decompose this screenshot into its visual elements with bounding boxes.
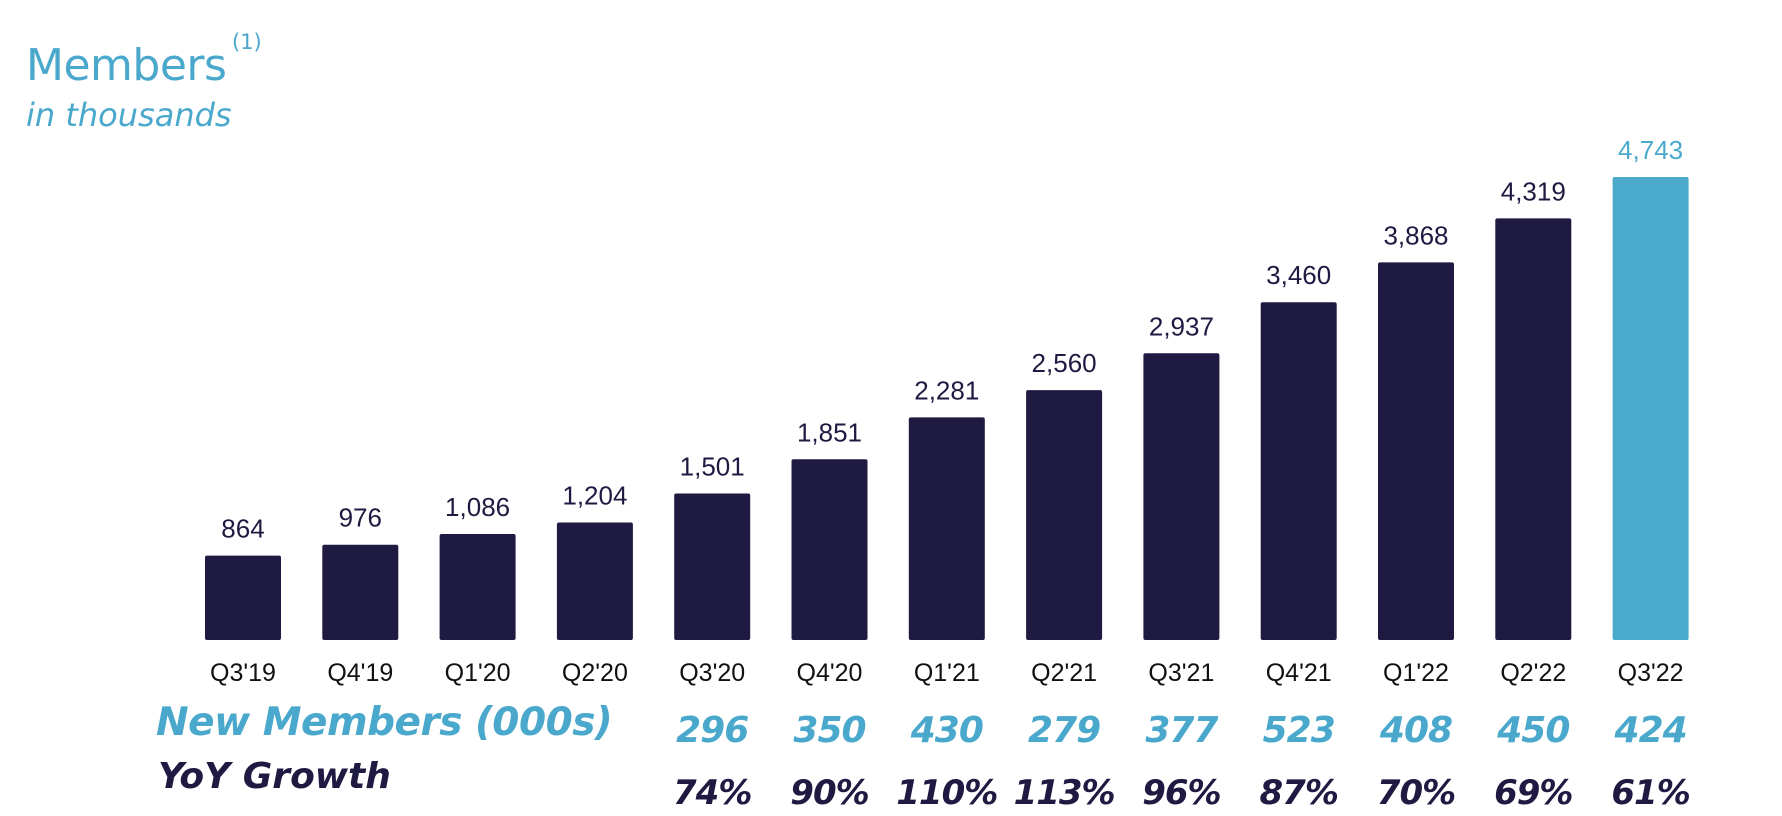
new-members-row-label: New Members (000s) <box>156 700 613 745</box>
yoy-growth-row-label: YoY Growth <box>158 756 391 797</box>
x-tick-label: Q4'20 <box>797 659 863 687</box>
new-members-row: 296 350 430 279 377 523 408 450 424 <box>676 710 1688 751</box>
bar-Q3'21 <box>1143 353 1220 640</box>
new-members-value: 377 <box>1145 710 1218 751</box>
x-tick-label: Q1'21 <box>914 659 980 687</box>
new-members-value: 279 <box>1028 710 1100 751</box>
yoy-growth-value: 87% <box>1260 773 1338 813</box>
bar-value-label: 2,937 <box>1149 311 1214 341</box>
chart-title: Members <box>26 40 227 91</box>
bar-Q4'20 <box>791 459 868 640</box>
bar-value-label: 1,501 <box>680 451 745 481</box>
bar-value-label: 1,851 <box>797 417 862 447</box>
value-labels-layer: 864 976 1,086 1,204 1,501 1,851 2,281 2,560 2,93… <box>221 135 1683 544</box>
bar-value-label: 4,743 <box>1618 135 1683 165</box>
yoy-growth-value: 69% <box>1494 773 1572 813</box>
bar-value-label: 976 <box>339 503 382 533</box>
bar-value-label: 1,086 <box>445 492 510 522</box>
new-members-value: 408 <box>1379 710 1452 751</box>
chart-title-footnote-marker: (1) <box>232 30 262 54</box>
bar-value-label: 4,319 <box>1501 176 1566 206</box>
new-members-value: 424 <box>1614 710 1687 751</box>
yoy-growth-row: 74% 90% 110% 113% 96% 87% 70% 69% 61% <box>673 773 1691 813</box>
bar-Q2'22 <box>1495 218 1572 640</box>
yoy-growth-value: 110% <box>896 773 997 813</box>
x-tick-label: Q3'22 <box>1618 659 1684 687</box>
chart-subtitle: in thousands <box>26 96 232 134</box>
bar-Q3'22 <box>1612 177 1689 640</box>
bar-Q2'21 <box>1026 390 1103 640</box>
x-tick-label: Q1'22 <box>1383 659 1449 687</box>
bar-Q3'19 <box>205 555 281 640</box>
bar-Q4'21 <box>1260 302 1337 640</box>
bar-value-label: 1,204 <box>562 480 627 510</box>
x-tick-label: Q3'21 <box>1148 659 1214 687</box>
bar-Q4'19 <box>322 544 399 640</box>
yoy-growth-value: 113% <box>1014 773 1115 813</box>
bar-Q2'20 <box>556 522 633 640</box>
new-members-value: 350 <box>793 710 865 751</box>
new-members-value: 430 <box>910 710 983 751</box>
x-tick-label: Q3'20 <box>679 659 745 687</box>
x-tick-label: Q2'21 <box>1031 659 1097 687</box>
bars-layer <box>205 177 1689 640</box>
new-members-value: 296 <box>676 710 748 751</box>
yoy-growth-value: 70% <box>1377 773 1455 813</box>
bar-value-label: 3,460 <box>1266 260 1331 290</box>
x-tick-label: Q2'20 <box>562 659 628 687</box>
bar-Q3'20 <box>674 493 751 640</box>
bar-value-label: 864 <box>221 514 264 544</box>
yoy-growth-value: 74% <box>673 773 751 813</box>
yoy-growth-value: 96% <box>1142 773 1220 813</box>
yoy-growth-value: 90% <box>790 773 868 813</box>
category-labels-layer: Q3'19 Q4'19 Q1'20 Q2'20 Q3'20 Q4'20 Q1'21 Q2'21… <box>210 659 1684 687</box>
bar-value-label: 3,868 <box>1383 220 1448 250</box>
bar-value-label: 2,281 <box>914 375 979 405</box>
bar-Q1'20 <box>439 533 516 640</box>
x-tick-label: Q3'19 <box>210 659 276 687</box>
x-tick-label: Q4'19 <box>327 659 393 687</box>
new-members-value: 523 <box>1263 710 1335 751</box>
bar-value-label: 2,560 <box>1032 348 1097 378</box>
chart-title-block: Members (1) in thousands <box>26 30 262 134</box>
yoy-growth-value: 61% <box>1611 773 1689 813</box>
x-tick-label: Q4'21 <box>1266 659 1332 687</box>
bar-Q1'21 <box>908 417 985 640</box>
new-members-value: 450 <box>1496 710 1569 751</box>
bar-Q1'22 <box>1378 262 1454 640</box>
x-tick-label: Q1'20 <box>445 659 511 687</box>
x-tick-label: Q2'22 <box>1500 659 1566 687</box>
